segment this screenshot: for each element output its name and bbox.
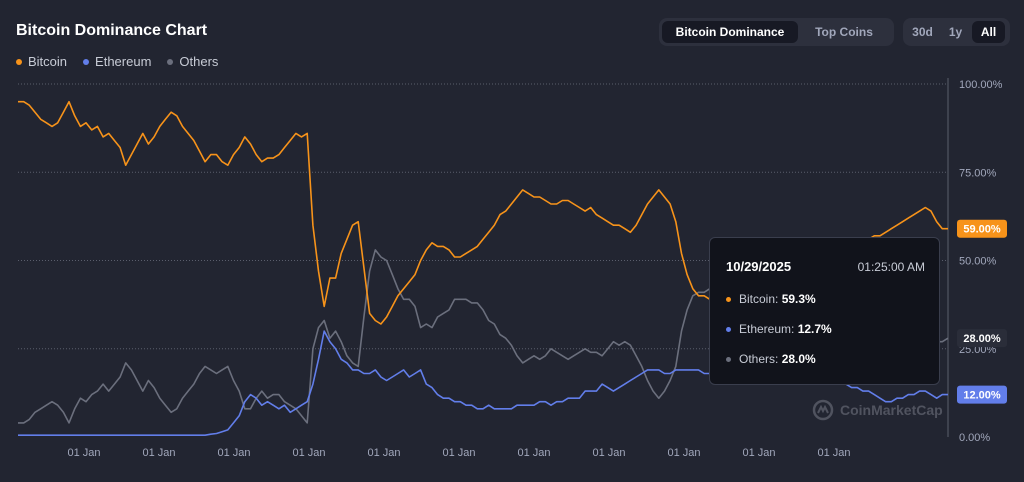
legend-dot-bitcoin: [16, 58, 22, 65]
last-value-label-others: 28.00%: [963, 333, 1001, 345]
y-tick-label: 0.00%: [959, 432, 990, 444]
y-tick-label: 100.00%: [959, 79, 1003, 91]
x-tick-label: 01 Jan: [667, 447, 700, 459]
x-tick-label: 01 Jan: [742, 447, 775, 459]
range-all-button[interactable]: All: [972, 21, 1005, 43]
legend-item-bitcoin[interactable]: Bitcoin: [16, 54, 67, 69]
range-1y-button[interactable]: 1y: [948, 25, 963, 39]
tooltip-name-bitcoin: Bitcoin: 59.3%: [739, 292, 816, 306]
tooltip-dot-ethereum: [726, 326, 731, 332]
legend-label-bitcoin: Bitcoin: [28, 54, 68, 69]
tooltip-date: 10/29/2025: [726, 259, 792, 274]
tooltip-row-ethereum: Ethereum: 12.7%: [726, 322, 832, 336]
legend-label-ethereum: Ethereum: [95, 54, 152, 69]
tab-bitcoin-dominance[interactable]: Bitcoin Dominance: [662, 21, 798, 43]
last-value-label-bitcoin: 59.00%: [963, 224, 1001, 236]
range-30d-button[interactable]: 30d: [912, 25, 933, 39]
legend-item-ethereum[interactable]: Ethereum: [83, 54, 151, 69]
legend-label-others: Others: [179, 54, 219, 69]
tooltip-dot-others: [726, 356, 731, 362]
x-tick-label: 01 Jan: [292, 447, 325, 459]
x-tick-label: 01 Jan: [517, 447, 550, 459]
coinmarketcap-logo-icon: [812, 399, 834, 421]
legend-dot-ethereum: [83, 58, 90, 65]
chart-legend: Bitcoin Ethereum Others: [16, 54, 218, 69]
watermark: CoinMarketCap: [812, 399, 943, 421]
x-tick-label: 01 Jan: [592, 447, 625, 459]
x-tick-label: 01 Jan: [367, 447, 400, 459]
watermark-text: CoinMarketCap: [840, 402, 943, 418]
legend-item-others[interactable]: Others: [167, 54, 218, 69]
tooltip-row-bitcoin: Bitcoin: 59.3%: [726, 292, 816, 306]
last-value-badge-ethereum: [957, 385, 1007, 404]
last-value-badge-bitcoin: [957, 219, 1007, 238]
page-title: Bitcoin Dominance Chart: [16, 22, 208, 39]
x-tick-label: 01 Jan: [442, 447, 475, 459]
tooltip-name-others: Others: 28.0%: [739, 352, 816, 366]
tab-top-coins[interactable]: Top Coins: [815, 25, 873, 39]
y-tick-label: 75.00%: [959, 167, 997, 179]
y-tick-label: 50.00%: [959, 256, 997, 268]
x-tick-label: 01 Jan: [217, 447, 250, 459]
tooltip-time: 01:25:00 AM: [857, 260, 925, 274]
chart-tooltip: 10/29/2025 01:25:00 AM Bitcoin: 59.3% Et…: [709, 237, 940, 385]
x-tick-label: 01 Jan: [67, 447, 100, 459]
view-toggle: Bitcoin Dominance Top Coins: [659, 18, 894, 46]
tooltip-dot-bitcoin: [726, 296, 731, 302]
last-value-label-ethereum: 12.00%: [963, 390, 1001, 402]
range-toggle: 30d 1y All: [903, 18, 1010, 46]
legend-dot-others: [167, 58, 174, 65]
x-tick-label: 01 Jan: [817, 447, 850, 459]
last-value-badge-others: [957, 329, 1007, 348]
tooltip-row-others: Others: 28.0%: [726, 352, 816, 366]
x-tick-label: 01 Jan: [142, 447, 175, 459]
tooltip-name-ethereum: Ethereum: 12.7%: [739, 322, 832, 336]
